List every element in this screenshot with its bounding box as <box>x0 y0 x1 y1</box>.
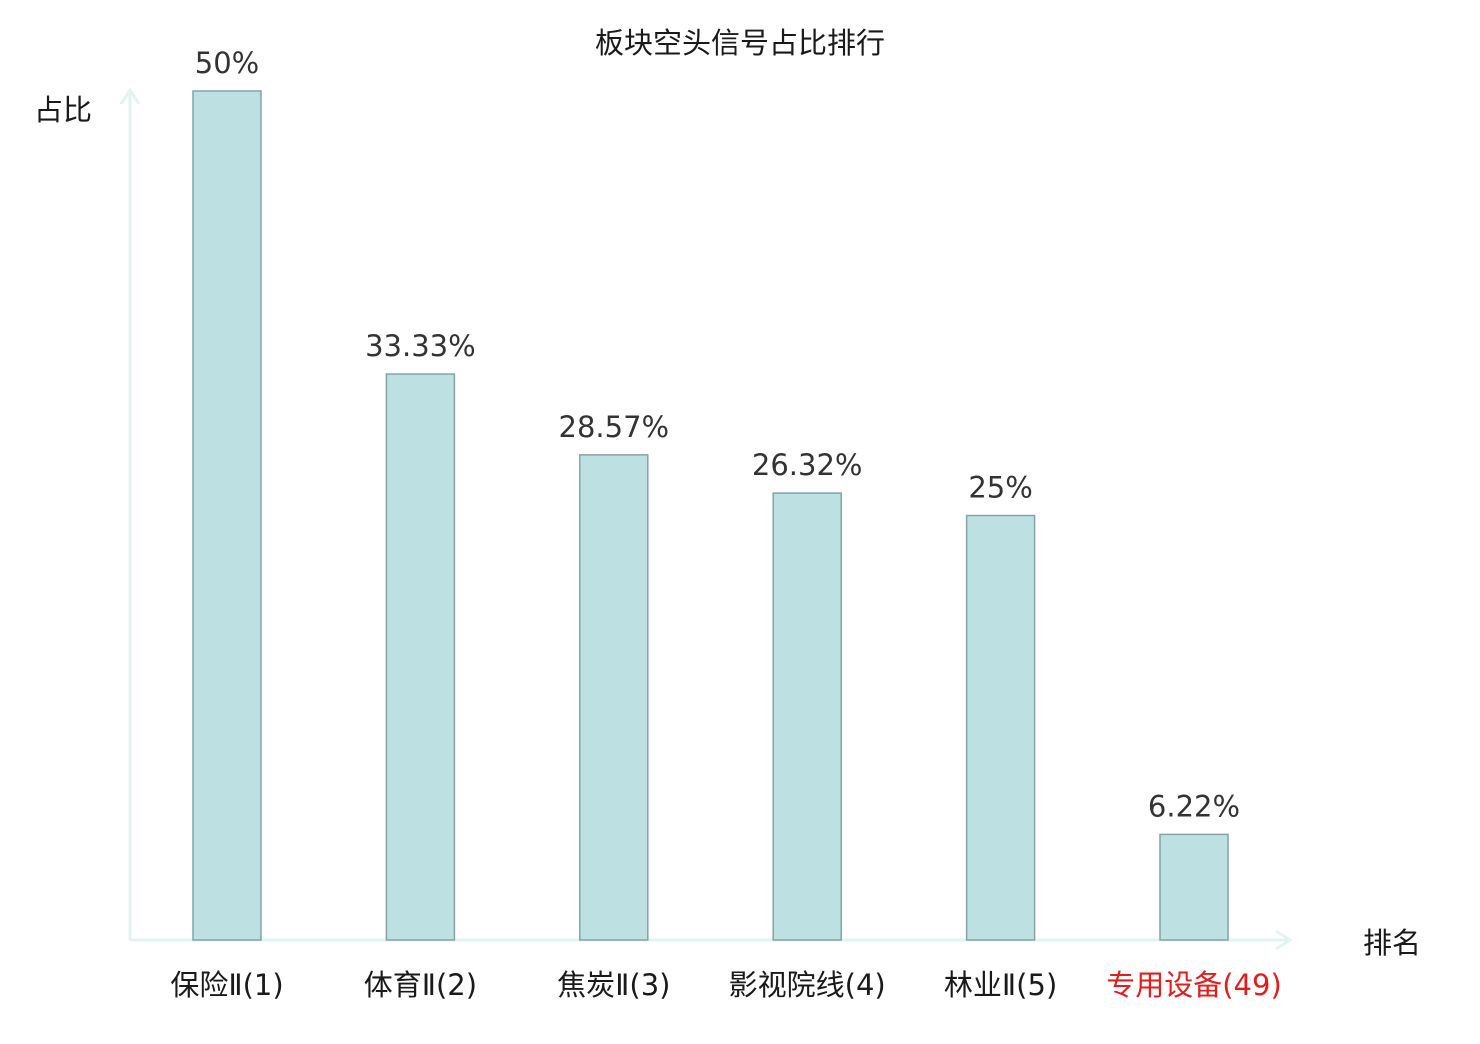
axes <box>119 87 1293 951</box>
x-axis-arrow-icon <box>1275 929 1293 951</box>
value-label: 26.32% <box>752 448 863 482</box>
value-label: 25% <box>968 471 1032 505</box>
category-label: 专用设备(49) <box>1106 968 1282 1002</box>
bar <box>192 90 262 941</box>
bar <box>385 373 456 941</box>
y-axis-arrow-icon <box>119 87 141 105</box>
y-axis-label: 占比 <box>34 93 92 127</box>
bar <box>772 492 842 941</box>
value-label: 6.22% <box>1148 789 1240 823</box>
value-label: 50% <box>195 46 259 80</box>
category-label: 影视院线(4) <box>729 968 886 1002</box>
bars-group <box>192 90 1229 941</box>
category-labels-group: 保险Ⅱ(1) 体育Ⅱ(2) 焦炭Ⅱ(3) 影视院线(4) 林业Ⅱ(5) 专用设备(49) <box>170 968 1281 1002</box>
category-label: 体育Ⅱ(2) <box>364 968 477 1002</box>
category-label: 焦炭Ⅱ(3) <box>557 968 670 1002</box>
category-label: 保险Ⅱ(1) <box>170 968 283 1002</box>
x-axis-label: 排名 <box>1363 926 1421 960</box>
value-label: 33.33% <box>365 329 476 363</box>
value-label: 28.57% <box>559 410 670 444</box>
bar <box>965 514 1036 941</box>
bar <box>1159 833 1229 941</box>
bar <box>579 454 649 941</box>
chart-title: 板块空头信号占比排行 <box>595 26 885 60</box>
value-labels-group: 50% 33.33% 28.57% 26.32% 25% 6.22% <box>195 46 1240 823</box>
category-label: 林业Ⅱ(5) <box>944 968 1057 1002</box>
